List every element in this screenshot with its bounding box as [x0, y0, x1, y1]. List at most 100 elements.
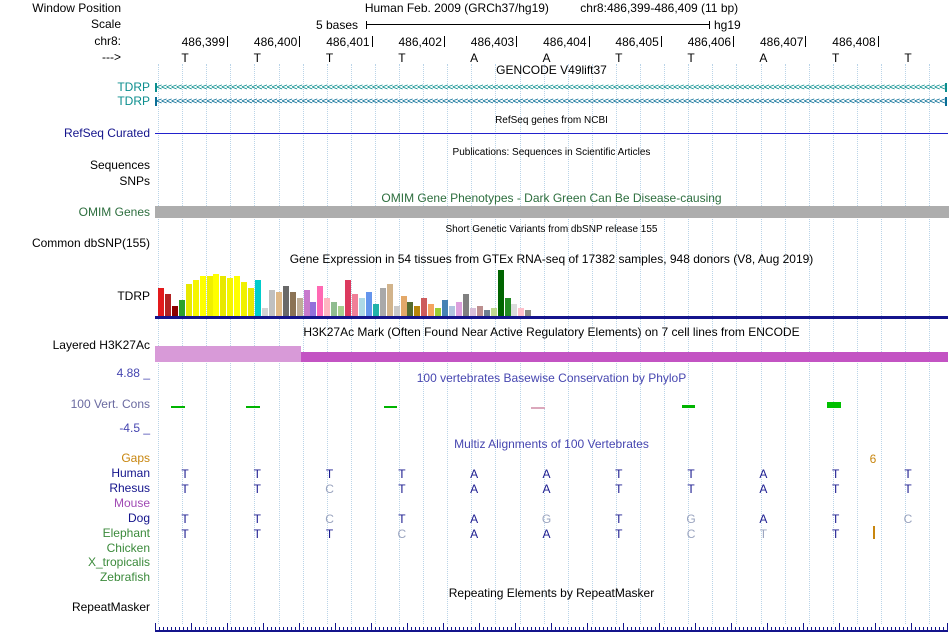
gtex-bar[interactable]: [504, 298, 511, 316]
gtex-bar[interactable]: [241, 282, 248, 316]
track-title-publications[interactable]: Publications: Sequences in Scientific Ar…: [452, 147, 651, 158]
species-label-human[interactable]: Human: [111, 466, 150, 480]
gtex-bar[interactable]: [393, 306, 400, 316]
guide-line: [519, 64, 521, 624]
gtex-bar[interactable]: [352, 294, 359, 316]
gtex-bar[interactable]: [469, 308, 476, 316]
omim-gene-bar[interactable]: [155, 206, 949, 218]
track-title-gtex[interactable]: Gene Expression in 54 tissues from GTEx …: [289, 252, 814, 266]
gtex-bar[interactable]: [289, 292, 296, 316]
track-label-omim-genes[interactable]: OMIM Genes: [78, 205, 150, 219]
gtex-gene-model-line[interactable]: [155, 316, 948, 319]
gtex-bar[interactable]: [164, 294, 171, 316]
species-label-rhesus[interactable]: Rhesus: [109, 481, 150, 495]
gtex-bar[interactable]: [338, 306, 345, 316]
gtex-bar[interactable]: [213, 274, 220, 316]
track-label-tdrp-1[interactable]: TDRP: [117, 80, 150, 94]
h3k27ac-signal-peak[interactable]: [155, 346, 301, 362]
gtex-bar[interactable]: [511, 304, 518, 316]
gtex-bar[interactable]: [185, 284, 192, 316]
track-label-sequences[interactable]: Sequences: [89, 158, 150, 172]
gtex-bar[interactable]: [386, 284, 393, 316]
gtex-bar[interactable]: [158, 288, 164, 316]
species-label-dog[interactable]: Dog: [127, 511, 150, 525]
gtex-bar[interactable]: [421, 298, 428, 316]
track-label-repeatmasker[interactable]: RepeatMasker: [71, 600, 150, 614]
track-label-common-dbsnp[interactable]: Common dbSNP(155): [31, 236, 150, 250]
gtex-bar[interactable]: [317, 286, 324, 316]
gtex-bar[interactable]: [345, 280, 352, 316]
gtex-bar[interactable]: [449, 306, 456, 316]
species-label-chicken[interactable]: Chicken: [106, 541, 150, 555]
gtex-bar[interactable]: [476, 306, 483, 316]
gtex-bar[interactable]: [261, 308, 268, 316]
track-title-refseq[interactable]: RefSeq genes from NCBI: [495, 115, 608, 126]
gtex-bar[interactable]: [462, 294, 469, 316]
gtex-bar[interactable]: [199, 276, 206, 316]
gtex-bar[interactable]: [400, 296, 407, 316]
track-title-h3k27ac[interactable]: H3K27Ac Mark (Often Found Near Active Re…: [303, 325, 800, 339]
track-label-gtex-gene[interactable]: TDRP: [117, 289, 150, 303]
track-title-phylop[interactable]: 100 vertebrates Basewise Conservation by…: [416, 371, 687, 385]
gtex-bar[interactable]: [275, 292, 282, 316]
track-label-tdrp-2[interactable]: TDRP: [117, 94, 150, 108]
track-title-dbsnp[interactable]: Short Genetic Variants from dbSNP releas…: [445, 224, 658, 235]
gtex-bar[interactable]: [303, 290, 310, 316]
gtex-bar[interactable]: [414, 306, 421, 316]
ruler-base: T: [615, 51, 623, 65]
h3k27ac-signal-bar[interactable]: [155, 352, 948, 362]
gtex-bar[interactable]: [324, 298, 331, 316]
gtex-bar[interactable]: [372, 304, 379, 316]
gtex-bar[interactable]: [483, 310, 490, 316]
gtex-bar[interactable]: [255, 280, 262, 316]
species-label-x-tropicalis[interactable]: X_tropicalis: [87, 555, 150, 569]
track-title-gencode[interactable]: GENCODE V49lift37: [496, 63, 607, 77]
track-label-layered-h3k27ac[interactable]: Layered H3K27Ac: [52, 338, 150, 352]
gtex-bar[interactable]: [407, 302, 414, 316]
gtex-bar[interactable]: [365, 292, 372, 316]
gtex-bar[interactable]: [192, 280, 199, 316]
guide-line: [158, 64, 159, 624]
gap-size-count[interactable]: 6: [869, 452, 877, 466]
gtex-bar[interactable]: [497, 270, 504, 316]
position-tick: [588, 36, 590, 47]
gtex-bar[interactable]: [220, 276, 227, 316]
track-title-repeatmasker[interactable]: Repeating Elements by RepeatMasker: [448, 586, 655, 600]
gtex-bar[interactable]: [234, 276, 241, 316]
gtex-bar[interactable]: [268, 290, 275, 316]
track-label-100-vert-cons[interactable]: 100 Vert. Cons: [70, 397, 150, 411]
gtex-bar[interactable]: [178, 300, 185, 316]
guide-line: [374, 64, 376, 624]
gencode-transcript-2[interactable]: <<<<<<<<<<<<<<<<<<<<<<<<<<<<<<<<<<<<<<<<…: [156, 96, 946, 107]
track-title-multiz[interactable]: Multiz Alignments of 100 Vertebrates: [454, 437, 649, 451]
species-label-zebrafish[interactable]: Zebrafish: [99, 570, 150, 584]
position-number: 486,408: [832, 35, 876, 49]
gtex-bar[interactable]: [282, 286, 289, 316]
species-label-mouse[interactable]: Mouse: [113, 496, 150, 510]
gtex-bar[interactable]: [428, 304, 435, 316]
track-label-refseq-curated[interactable]: RefSeq Curated: [63, 126, 150, 140]
gtex-bar[interactable]: [525, 310, 532, 316]
gtex-bar[interactable]: [490, 308, 497, 316]
gtex-bar[interactable]: [171, 306, 178, 316]
transcript-1-start-tick: [155, 83, 157, 92]
gtex-bar[interactable]: [331, 302, 338, 316]
gtex-bar[interactable]: [379, 288, 386, 316]
gtex-bar[interactable]: [442, 300, 449, 316]
gtex-bar[interactable]: [227, 278, 234, 316]
gtex-bar[interactable]: [435, 308, 442, 316]
gtex-bar[interactable]: [455, 302, 462, 316]
species-label-elephant[interactable]: Elephant: [102, 526, 150, 540]
gencode-transcript-1[interactable]: <<<<<<<<<<<<<<<<<<<<<<<<<<<<<<<<<<<<<<<<…: [156, 82, 946, 93]
gtex-bar[interactable]: [248, 288, 255, 316]
gtex-bar[interactable]: [518, 308, 525, 316]
refseq-gene-line[interactable]: [155, 133, 948, 134]
gtex-bar[interactable]: [296, 298, 303, 316]
track-label-gaps[interactable]: Gaps: [121, 451, 150, 465]
gtex-bar[interactable]: [206, 276, 213, 316]
gtex-bar[interactable]: [358, 298, 365, 316]
gtex-bar[interactable]: [310, 302, 317, 316]
track-title-omim[interactable]: OMIM Gene Phenotypes - Dark Green Can Be…: [381, 191, 722, 205]
track-label-snps[interactable]: SNPs: [119, 174, 150, 188]
